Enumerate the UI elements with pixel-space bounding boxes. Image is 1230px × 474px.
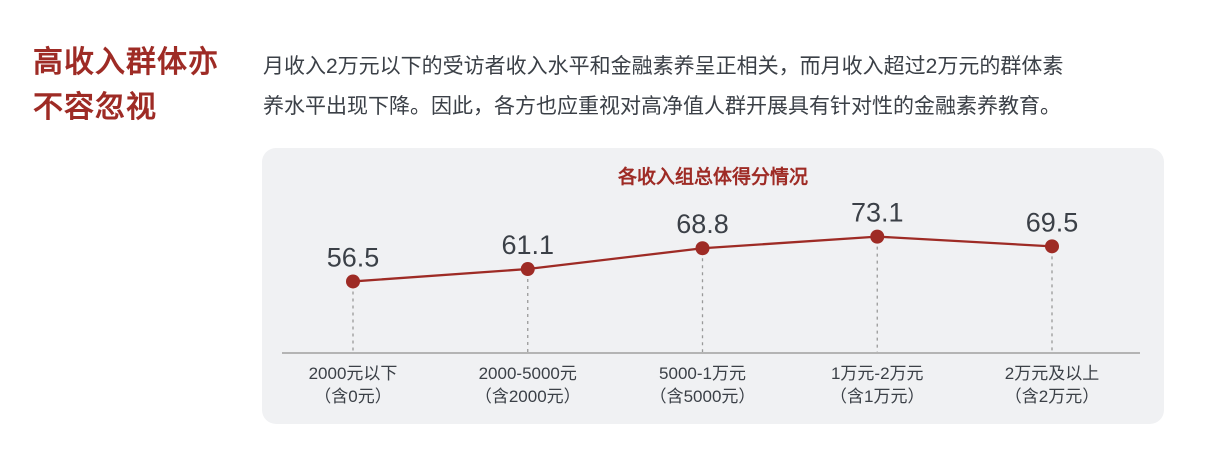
category-label-inclusive: （含2万元） — [1004, 387, 1100, 406]
category-label-range: 2000-5000元 — [478, 364, 577, 383]
data-point — [695, 241, 710, 256]
body-paragraph-line-2: 养水平出现下降。因此，各方也应重视对高净值人群开展具有针对性的金融素养教育。 — [263, 95, 1061, 118]
data-point — [1045, 239, 1059, 254]
category-label: 2000-5000元 （含2000元） — [440, 362, 616, 408]
category-label-inclusive: （含5000元） — [649, 387, 756, 406]
category-label-inclusive: （含2000元） — [474, 387, 581, 406]
section-heading-line-1: 高收入群体亦 — [33, 46, 219, 79]
data-point — [520, 262, 535, 277]
section-heading-line-2: 不容忽视 — [33, 91, 157, 124]
income-score-line-chart: 56.5 61.1 68.8 73.1 69.5 — [282, 198, 1140, 354]
value-label: 61.1 — [501, 230, 554, 260]
category-label-range: 5000-1万元 — [659, 364, 746, 383]
category-label-inclusive: （含0元） — [314, 387, 392, 406]
section-heading: 高收入群体亦 不容忽视 — [33, 40, 219, 130]
value-label: 73.1 — [851, 198, 904, 228]
value-label: 68.8 — [676, 209, 729, 239]
category-label: 2万元及以上 （含2万元） — [964, 362, 1140, 408]
category-label-inclusive: （含1万元） — [830, 387, 925, 406]
category-label-range: 2000元以下 — [308, 364, 398, 383]
value-label: 56.5 — [327, 242, 380, 272]
data-point — [346, 274, 360, 289]
body-paragraph-line-1: 月收入2万元以下的受访者收入水平和金融素养呈正相关，而月收入超过2万元的群体素 — [263, 55, 1064, 78]
chart-title: 各收入组总体得分情况 — [617, 167, 808, 188]
category-label: 1万元-2万元 （含1万元） — [789, 362, 965, 408]
category-label-range: 2万元及以上 — [1004, 364, 1100, 383]
value-label: 69.5 — [1026, 207, 1079, 237]
category-label: 2000元以下 （含0元） — [265, 362, 441, 408]
data-point — [870, 229, 885, 244]
category-label: 5000-1万元 （含5000元） — [615, 362, 791, 408]
body-paragraph: 月收入2万元以下的受访者收入水平和金融素养呈正相关，而月收入超过2万元的群体素 … — [263, 47, 1193, 127]
chart-panel: 56.5 61.1 68.8 73.1 69.5 各收入组总体得分情况 2000元以下 （… — [262, 148, 1164, 424]
category-label-range: 1万元-2万元 — [830, 364, 924, 383]
